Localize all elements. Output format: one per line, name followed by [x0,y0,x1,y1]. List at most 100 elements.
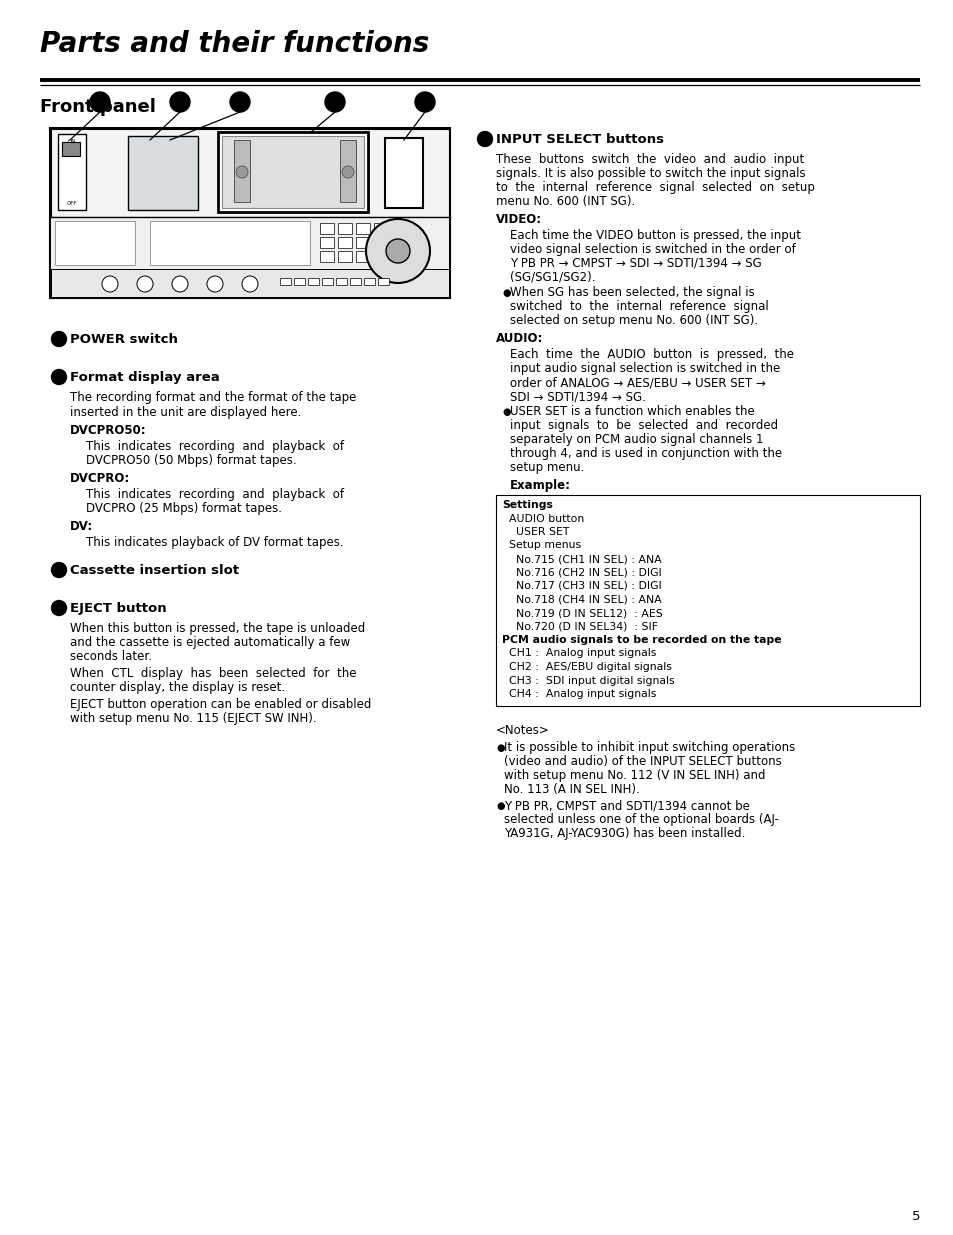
Bar [51,269,449,296]
Bar [335,278,347,285]
Bar [322,278,333,285]
Text: 4: 4 [56,604,62,613]
Bar [374,251,388,262]
Bar [355,224,370,233]
Text: This  indicates  recording  and  playback  of: This indicates recording and playback of [86,440,344,453]
Text: DVCPRO (25 Mbps) format tapes.: DVCPRO (25 Mbps) format tapes. [86,501,282,515]
Text: Each  time  the  AUDIO  button  is  pressed,  the: Each time the AUDIO button is pressed, t… [510,348,793,361]
Text: When this button is pressed, the tape is unloaded: When this button is pressed, the tape is… [70,622,365,635]
Bar [364,278,375,285]
Text: switched  to  the  internal  reference  signal: switched to the internal reference signa… [510,300,768,312]
Text: Each time the VIDEO button is pressed, the input: Each time the VIDEO button is pressed, t… [510,228,801,242]
Text: Example:: Example: [510,479,571,492]
Text: This  indicates  recording  and  playback  of: This indicates recording and playback of [86,488,344,501]
Text: order of ANALOG → AES/EBU → USER SET →: order of ANALOG → AES/EBU → USER SET → [510,375,765,389]
Circle shape [51,562,67,578]
Circle shape [366,219,430,283]
Text: ●: ● [496,802,504,811]
Bar [319,224,334,233]
Bar [374,224,388,233]
Text: 5: 5 [910,1210,919,1223]
Text: video signal selection is switched in the order of: video signal selection is switched in th… [510,243,795,256]
Text: 3: 3 [332,98,338,107]
Circle shape [137,275,152,291]
Text: OFF: OFF [67,201,77,206]
Text: (SG/SG1/SG2).: (SG/SG1/SG2). [510,270,595,284]
Text: counter display, the display is reset.: counter display, the display is reset. [70,680,285,694]
Bar [58,135,86,210]
Text: No.719 (D IN SEL12)  : AES: No.719 (D IN SEL12) : AES [501,608,662,618]
Text: separately on PCM audio signal channels 1: separately on PCM audio signal channels … [510,433,762,446]
Circle shape [341,165,354,178]
Text: inserted in the unit are displayed here.: inserted in the unit are displayed here. [70,406,301,419]
Bar [374,237,388,248]
Circle shape [51,600,67,615]
Text: menu No. 600 (INT SG).: menu No. 600 (INT SG). [496,195,635,207]
Text: No.718 (CH4 IN SEL) : ANA: No.718 (CH4 IN SEL) : ANA [501,594,661,604]
Circle shape [51,331,67,347]
Bar [337,237,352,248]
Bar [355,251,370,262]
Text: 2: 2 [56,373,62,382]
Text: (video and audio) of the INPUT SELECT buttons: (video and audio) of the INPUT SELECT bu… [503,755,781,767]
Text: Settings: Settings [501,500,553,510]
Circle shape [102,275,118,291]
Text: No. 113 (A IN SEL INH).: No. 113 (A IN SEL INH). [503,783,639,795]
Circle shape [207,275,223,291]
Bar [280,278,291,285]
Text: Format display area: Format display area [70,370,219,384]
Text: DVCPRO:: DVCPRO: [70,472,131,485]
Text: No.716 (CH2 IN SEL) : DIGI: No.716 (CH2 IN SEL) : DIGI [501,568,661,578]
Text: Cassette insertion slot: Cassette insertion slot [70,564,239,577]
Bar [233,140,250,203]
Text: INPUT SELECT buttons: INPUT SELECT buttons [496,133,663,146]
Text: AUDIO button: AUDIO button [501,514,583,524]
Text: No.720 (D IN SEL34)  : SIF: No.720 (D IN SEL34) : SIF [501,621,658,631]
Text: USER SET is a function which enables the: USER SET is a function which enables the [510,405,754,417]
Text: Setup menus: Setup menus [501,541,580,551]
Text: 1: 1 [96,98,103,107]
Text: and the cassette is ejected automatically a few: and the cassette is ejected automaticall… [70,636,350,650]
Text: selected unless one of the optional boards (AJ-: selected unless one of the optional boar… [503,814,778,826]
Circle shape [172,275,188,291]
Text: EJECT button: EJECT button [70,601,167,615]
Text: These  buttons  switch  the  video  and  audio  input: These buttons switch the video and audio… [496,153,803,165]
Text: When SG has been selected, the signal is: When SG has been selected, the signal is [510,287,754,299]
Text: AUDIO:: AUDIO: [496,332,543,345]
Text: ●: ● [501,288,510,298]
Text: DVCPRO50 (50 Mbps) format tapes.: DVCPRO50 (50 Mbps) format tapes. [86,454,296,467]
Text: USER SET: USER SET [501,527,569,537]
Bar [55,221,135,266]
Text: signals. It is also possible to switch the input signals: signals. It is also possible to switch t… [496,167,804,180]
Circle shape [325,91,345,112]
Text: 1: 1 [56,335,62,343]
Text: through 4, and is used in conjunction with the: through 4, and is used in conjunction wi… [510,447,781,459]
Circle shape [51,369,67,384]
Circle shape [242,275,257,291]
Bar [377,278,389,285]
Text: CH2 :  AES/EBU digital signals: CH2 : AES/EBU digital signals [501,662,671,672]
Bar [222,136,364,207]
Text: 5: 5 [176,98,183,107]
Circle shape [90,91,110,112]
Text: SDI → SDTI/1394 → SG.: SDI → SDTI/1394 → SG. [510,390,645,403]
Text: Y PB PR, CMPST and SDTI/1394 cannot be: Y PB PR, CMPST and SDTI/1394 cannot be [503,799,749,813]
Circle shape [477,131,492,147]
Text: to  the  internal  reference  signal  selected  on  setup: to the internal reference signal selecte… [496,182,814,194]
Text: DV:: DV: [70,520,93,534]
Bar [62,142,80,156]
Circle shape [235,165,248,178]
Text: 5: 5 [481,135,487,143]
Text: 3: 3 [56,566,62,574]
Text: ON: ON [68,140,76,144]
Text: VIDEO:: VIDEO: [496,212,541,226]
Bar [337,224,352,233]
Circle shape [170,91,190,112]
Bar [51,128,449,217]
Bar [496,495,919,705]
Text: with setup menu No. 112 (V IN SEL INH) and: with setup menu No. 112 (V IN SEL INH) a… [503,768,764,782]
Text: YA931G, AJ-YAC930G) has been installed.: YA931G, AJ-YAC930G) has been installed. [503,827,744,841]
Bar [385,138,422,207]
Text: CH4 :  Analog input signals: CH4 : Analog input signals [501,689,656,699]
Text: setup menu.: setup menu. [510,461,584,474]
